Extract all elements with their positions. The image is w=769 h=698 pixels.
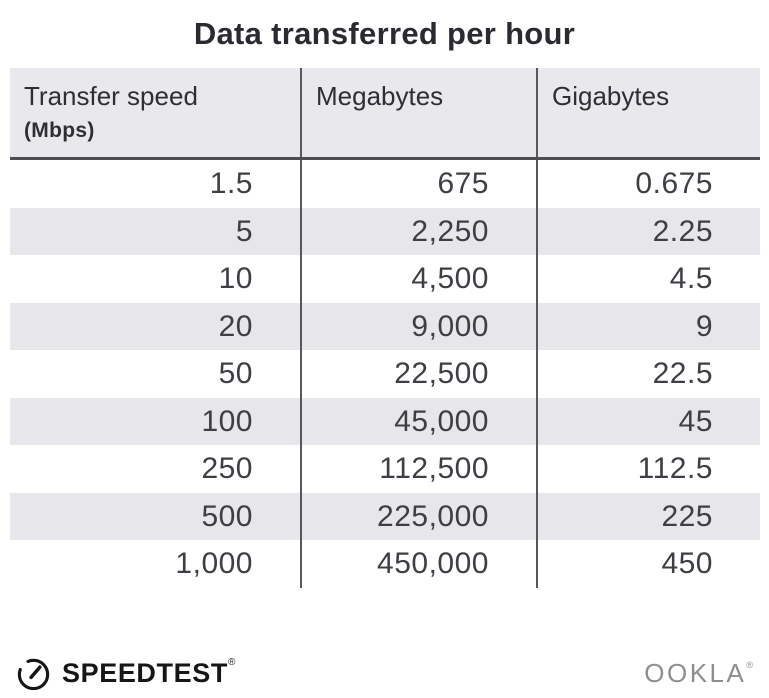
table-cell: 450,000 — [302, 540, 538, 588]
table-cell: 9,000 — [302, 302, 538, 350]
speedtest-gauge-icon — [17, 658, 50, 690]
table-cell: 225,000 — [302, 492, 538, 540]
table-header-row: Transfer speed (Mbps) Megabytes Gigabyte… — [10, 68, 760, 160]
table-cell: 100 — [10, 397, 302, 445]
table-row: 500 225,000 225 — [10, 492, 760, 540]
table-cell: 9 — [695, 309, 713, 343]
column-header-gigabytes: Gigabytes — [552, 81, 670, 111]
speedtest-logo: SPEEDTEST ® — [14, 654, 235, 693]
table-cell: 22.5 — [652, 357, 713, 390]
column-header-unit: (Mbps) — [24, 119, 95, 142]
ookla-logo: OOKLA ® — [644, 658, 753, 689]
table-cell: 50 — [10, 350, 302, 398]
footer: SPEEDTEST ® OOKLA ® — [14, 648, 753, 698]
table-cell: 112,500 — [302, 445, 538, 493]
table-row: 1.5 675 0.675 — [10, 160, 760, 208]
table-cell: 500 — [10, 492, 302, 540]
speedtest-wordmark: SPEEDTEST — [62, 657, 228, 688]
table-cell: 5 — [10, 207, 302, 255]
page-title: Data transferred per hour — [193, 16, 576, 51]
column-header-transfer-speed: Transfer speed (Mbps) — [10, 68, 302, 157]
table-cell: 4,500 — [302, 255, 538, 303]
table-row: 50 22,500 22.5 — [10, 350, 760, 398]
table-cell: 45 — [678, 404, 713, 438]
table-row: 20 9,000 9 — [10, 302, 760, 350]
table-cell: 112.5 — [637, 452, 713, 485]
ookla-wordmark: OOKLA — [644, 657, 747, 688]
table-row: 250 112,500 112.5 — [10, 445, 760, 493]
table-cell: 675 — [302, 160, 538, 208]
table-row: 10 4,500 4.5 — [10, 255, 760, 303]
table-row: 1,000 450,000 450 — [10, 540, 760, 588]
table-cell: 45,000 — [302, 397, 538, 445]
table-cell: 2,250 — [302, 207, 538, 255]
table-cell: 250 — [10, 445, 302, 493]
table-cell: 1,000 — [10, 540, 302, 588]
table-cell: 10 — [10, 255, 302, 303]
table-row: 100 45,000 45 — [10, 397, 760, 445]
table-cell: 4.5 — [669, 262, 713, 295]
table-row: 5 2,250 2.25 — [10, 207, 760, 255]
table-cell: 0.675 — [635, 167, 713, 200]
speedtest-registered-mark: ® — [227, 656, 236, 668]
table-cell: 450 — [661, 547, 713, 580]
table-body: 1.5 675 0.675 5 2,250 2.25 10 4,500 4.5 20 9,000 9 5… — [10, 160, 760, 588]
table-cell: 2.25 — [652, 214, 713, 248]
table-cell: 22,500 — [302, 350, 538, 398]
table-cell: 20 — [10, 302, 302, 350]
column-header-megabytes: Megabytes — [302, 68, 538, 157]
table-cell: 1.5 — [10, 160, 302, 208]
table-cell: 225 — [661, 499, 713, 533]
column-header-label: Transfer speed — [24, 81, 198, 111]
ookla-registered-mark: ® — [746, 659, 753, 670]
data-table: Transfer speed (Mbps) Megabytes Gigabyte… — [10, 68, 760, 588]
